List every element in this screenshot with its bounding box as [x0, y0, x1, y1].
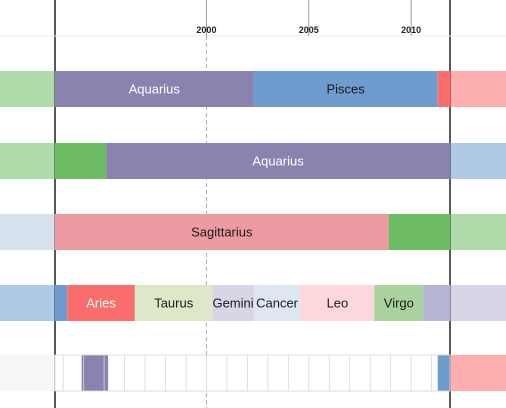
- segment-bar: [437, 71, 450, 107]
- segment-bar: [300, 285, 375, 321]
- segment-bar: [374, 285, 424, 321]
- segment-bar: [55, 71, 254, 107]
- segment-label: Aquarius: [129, 82, 181, 97]
- segment-label: Aquarius: [252, 154, 304, 169]
- overflow-right-segment: [450, 214, 506, 250]
- tick-label: 2000: [196, 25, 216, 35]
- segment-bar: [106, 143, 450, 179]
- segment-bar: [423, 285, 450, 321]
- segment-label: Taurus: [154, 296, 194, 311]
- segment-bar: [134, 285, 213, 321]
- segment-bar: [67, 285, 135, 321]
- overflow-right-segment: [450, 285, 506, 321]
- overflow-left-segment: [0, 71, 55, 107]
- segment-label: Leo: [327, 296, 349, 311]
- timeline-row: Aquarius Pisces: [0, 71, 506, 107]
- overflow-right-segment: [450, 143, 506, 179]
- segment-bar: [253, 71, 438, 107]
- overflow-left-segment: [0, 214, 55, 250]
- segment-bar: [55, 143, 107, 179]
- timeline-row: Sagittarius: [0, 214, 506, 250]
- tick-label: 2005: [299, 25, 319, 35]
- segment-label: Sagittarius: [191, 225, 253, 240]
- segment-bar: [55, 355, 82, 391]
- overflow-right-segment: [450, 71, 506, 107]
- timeline-row: Aquarius: [0, 143, 506, 179]
- overflow-left-segment: [0, 355, 55, 391]
- segment-bar: [108, 355, 438, 391]
- cell-border: [54, 354, 451, 392]
- segment-bar: [253, 285, 301, 321]
- overflow-left-segment: [0, 143, 55, 179]
- segment-label: Virgo: [384, 296, 414, 311]
- timeline-rows: Aquarius Pisces Aquarius Sagittarius Aries Ta…: [0, 71, 506, 392]
- segment-label: Cancer: [256, 296, 299, 311]
- segment-label: Gemini: [212, 296, 253, 311]
- overflow-left-segment: [0, 285, 55, 321]
- segment-bar: [388, 214, 450, 250]
- segment-bar: [55, 214, 389, 250]
- timeline-row: Aries Taurus Gemini Cancer Leo Virgo: [0, 285, 506, 321]
- timeline-row: [0, 354, 506, 392]
- segment-label: Pisces: [326, 82, 365, 97]
- overflow-right-segment: [450, 355, 506, 391]
- tick-label: 2010: [401, 25, 421, 35]
- segment-bar: [55, 285, 68, 321]
- segment-label: Aries: [86, 296, 116, 311]
- segment-bar: [437, 355, 450, 391]
- segment-bar: [212, 285, 254, 321]
